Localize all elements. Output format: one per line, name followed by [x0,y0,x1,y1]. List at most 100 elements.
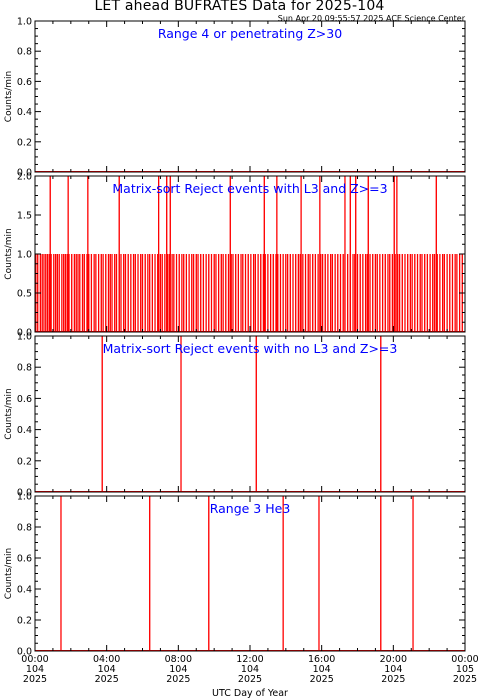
xtick-label-doy: 104 [241,664,259,675]
panel-2-spike [195,254,197,332]
panel-2-spike [137,254,139,332]
panel-2-spike [93,254,95,332]
panel-2-spike [58,254,60,332]
panel-2-spike [157,254,159,332]
panel-3-frame [34,335,466,493]
panel-2-spike [279,254,282,332]
panel-2-ytick-label: 2.0 [17,172,32,183]
panel-2-spike [173,254,175,332]
panel-2-spike [102,254,104,332]
panel-2-spike [191,254,193,332]
panel-2-spike [374,254,377,332]
panel-2-spike [307,254,309,332]
panel-2-spike [235,254,237,332]
panel-2-spike [49,176,51,332]
panel-2-spike [275,254,277,332]
xtick-label-time: 00:00 [21,654,48,665]
panel-1-title: Range 4 or penetrating Z>30 [158,26,342,41]
panel-2-spike [151,254,153,332]
xtick-label-doy: 104 [98,664,116,675]
panel-2-spike [352,254,354,332]
panel-2-spike [210,254,213,332]
panel-2-spike [321,254,324,332]
panel-2-spike [297,254,299,332]
panel-2-spike [319,176,321,332]
panel-2-ytick-label: 1.5 [17,211,32,222]
panel-2-spike [120,254,122,332]
panel-2-spike [356,254,359,332]
panel-2-spike [43,254,45,332]
panel-4-ytick-label: 0.0 [17,647,32,658]
panel-2-spike [364,254,367,332]
panel-2-spike [435,176,437,332]
panel-2-spike [64,254,67,332]
panel-2-spike [208,254,210,332]
panel-2-spike [401,254,403,332]
panel-2-spike [439,254,441,332]
panel-1-ytick-label: 0.8 [17,47,32,58]
panel-2-spike [263,176,265,332]
panel-2-spike [295,254,297,332]
panel-2-spike [185,254,187,332]
panel-2-spike [347,254,349,332]
panel-2-spike [46,254,49,332]
panel-2-spike [409,254,411,332]
panel-2-spike [227,254,230,332]
xtick-label-year: 2025 [453,674,477,685]
panel-2-spike [154,254,156,332]
xtick-label-year: 2025 [23,674,47,685]
panel-2-spike [426,254,428,332]
panel-2-spike [376,254,378,332]
panel-3-ylabel: Counts/min [4,388,14,439]
panel-2-spike [250,254,252,332]
panel-2-spike [159,254,162,332]
panel-1-ylabel: Counts/min [4,71,14,122]
panel-4-ytick-label: 0.4 [17,585,32,596]
panel-2-spike [79,254,81,332]
panel-2-spike [312,254,314,332]
panel-2-spike [446,254,448,332]
panel-2-spike [399,254,401,332]
panel-4-ytick-label: 0.6 [17,554,32,565]
panel-1-ytick-label: 1.0 [17,17,32,28]
panel-4-trace [35,496,465,652]
panel-2-spike [50,254,52,332]
panel-2-spike [61,254,63,332]
panel-4-ytick-label: 0.2 [17,616,32,627]
panel-3-title: Matrix-sort Reject events with no L3 and… [103,341,398,356]
panel-2-spike [362,254,364,332]
panel-2-spike [87,176,89,332]
panel-4-spike [208,496,210,651]
panel-2-spike [355,176,357,332]
panel-2-spike [396,176,398,332]
panel-2-trace [35,176,465,333]
panel-2-spike [342,254,344,332]
panel-2-spike [330,254,332,332]
panel-2-spike [270,254,272,332]
panel-2-spike [317,254,319,332]
panel-3-ytick-label: 1.0 [17,332,32,343]
panel-2-spike [416,254,419,332]
panel-2-spike [130,254,132,332]
panel-2-spike [247,254,249,332]
xtick-label-year: 2025 [381,674,405,685]
panel-2-ytick-label: 0.0 [17,328,32,339]
panel-2-spike [424,254,426,332]
panel-2-spike [327,254,329,332]
panel-2-spike [381,254,384,332]
panel-2-spike [384,254,386,332]
xtick-label-year: 2025 [95,674,119,685]
panel-2-spike [68,254,70,332]
panel-2-spike [205,254,207,332]
panel-2-spike [53,254,55,332]
panel-2-spike [158,176,160,332]
panel-2-spike [320,254,322,332]
panel-2-spike [166,254,169,332]
panel-1-frame [34,20,466,173]
panel-2-spike [171,254,173,332]
panel-2-spike [359,254,361,332]
panel-3-spike [255,336,257,492]
panel-1-ytick-label: 0.4 [17,107,32,118]
xtick-label-year: 2025 [310,674,334,685]
